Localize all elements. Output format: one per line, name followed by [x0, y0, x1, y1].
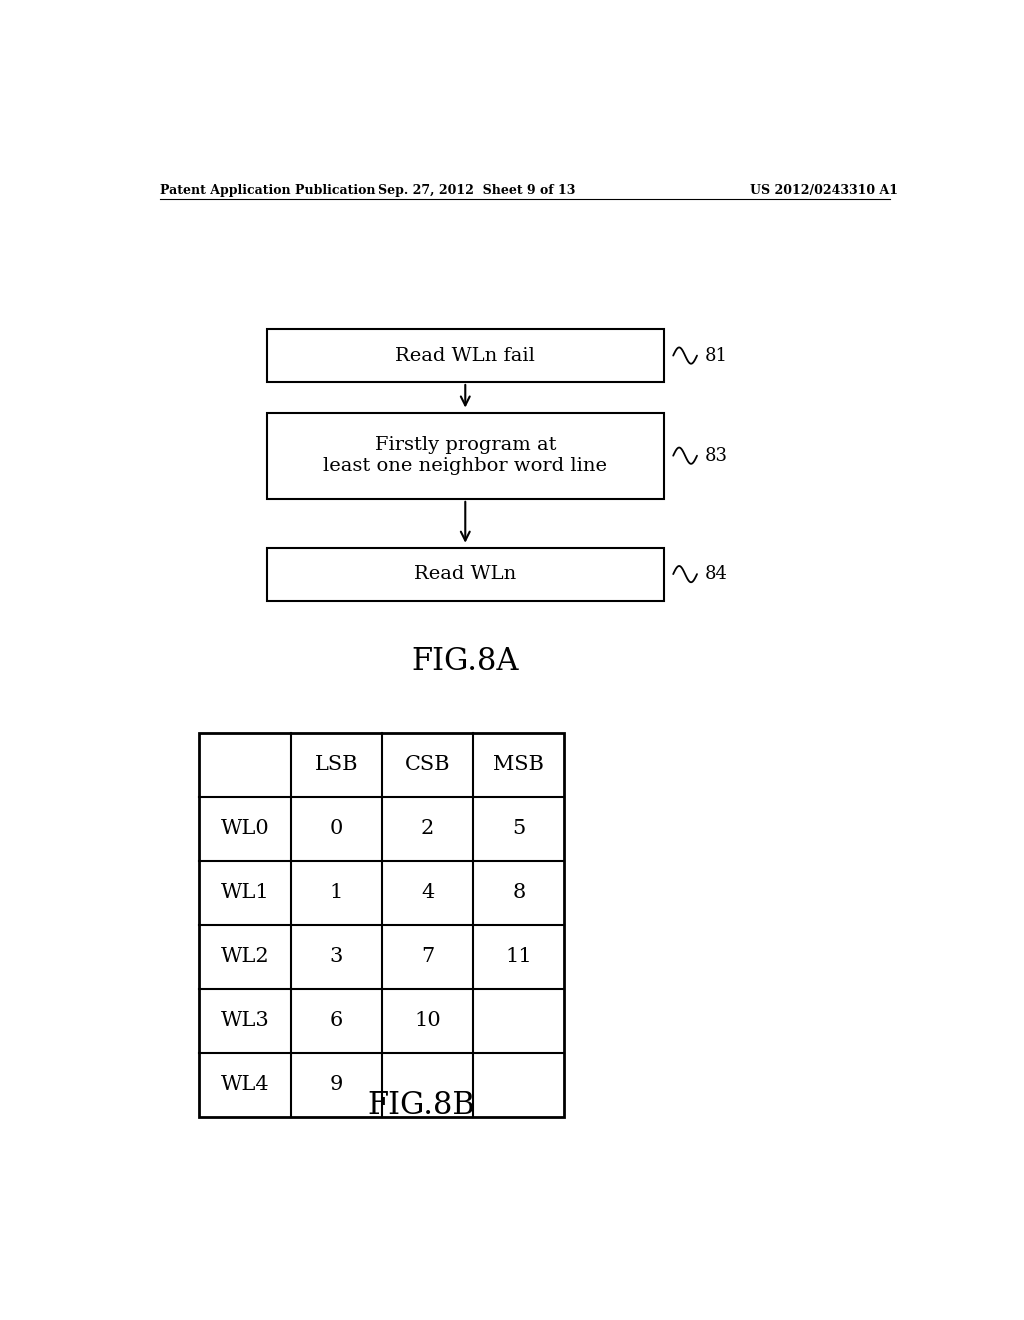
Text: WL2: WL2 [221, 948, 269, 966]
Bar [267, 412, 664, 499]
Bar [267, 329, 664, 381]
Bar [200, 733, 564, 1117]
Text: WL4: WL4 [221, 1076, 269, 1094]
Text: 2: 2 [421, 820, 434, 838]
Text: 11: 11 [506, 948, 532, 966]
Text: FIG.8B: FIG.8B [368, 1090, 475, 1121]
Text: Read WLn: Read WLn [414, 565, 516, 583]
Text: 81: 81 [705, 347, 728, 364]
Text: 1: 1 [330, 883, 343, 903]
Text: 4: 4 [421, 883, 434, 903]
Text: WL1: WL1 [221, 883, 269, 903]
Text: CSB: CSB [404, 755, 451, 775]
Text: 10: 10 [415, 1011, 441, 1031]
Text: Sep. 27, 2012  Sheet 9 of 13: Sep. 27, 2012 Sheet 9 of 13 [379, 183, 575, 197]
Text: 9: 9 [330, 1076, 343, 1094]
Text: 6: 6 [330, 1011, 343, 1031]
Text: MSB: MSB [494, 755, 545, 775]
Text: Read WLn fail: Read WLn fail [395, 347, 536, 364]
Text: US 2012/0243310 A1: US 2012/0243310 A1 [750, 183, 898, 197]
Text: 5: 5 [512, 820, 525, 838]
Bar [267, 548, 664, 601]
Text: WL3: WL3 [221, 1011, 269, 1031]
Text: 7: 7 [421, 948, 434, 966]
Text: 3: 3 [330, 948, 343, 966]
Text: 83: 83 [705, 446, 728, 465]
Text: WL0: WL0 [221, 820, 269, 838]
Text: 84: 84 [705, 565, 728, 583]
Text: Patent Application Publication: Patent Application Publication [160, 183, 375, 197]
Text: LSB: LSB [314, 755, 358, 775]
Text: 0: 0 [330, 820, 343, 838]
Text: Firstly program at
least one neighbor word line: Firstly program at least one neighbor wo… [324, 437, 607, 475]
Text: 8: 8 [512, 883, 525, 903]
Text: FIG.8A: FIG.8A [412, 645, 519, 677]
